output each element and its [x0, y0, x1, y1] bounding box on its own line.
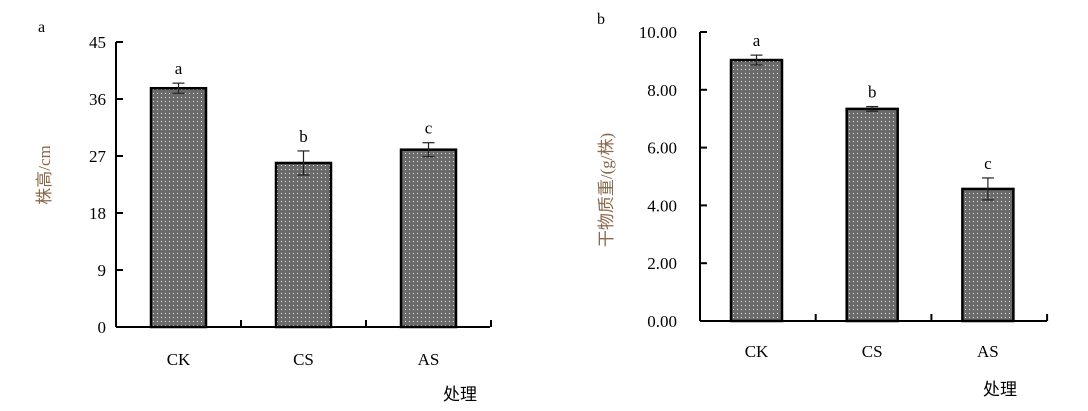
y-axis-title: 株高/cm: [35, 145, 54, 205]
x-tick-label: CK: [167, 350, 191, 369]
bar-ck: [729, 58, 784, 323]
bar-as: [961, 187, 1015, 323]
x-axis-title: 处理: [443, 385, 477, 404]
y-tick-label: 10.00: [639, 23, 677, 42]
y-tick-label: 9: [98, 261, 107, 280]
y-tick-label: 2.00: [647, 254, 677, 273]
y-tick-label: 0.00: [647, 312, 677, 331]
y-tick-label: 18: [89, 204, 106, 223]
y-tick-label: 8.00: [647, 81, 677, 100]
x-tick-label: CK: [745, 342, 769, 361]
y-tick-label: 27: [89, 147, 107, 166]
bar-cs: [845, 107, 899, 323]
x-axis-title: 处理: [983, 380, 1017, 399]
panel-label: b: [597, 11, 605, 28]
y-tick-label: 6.00: [647, 139, 677, 158]
significance-label: b: [868, 83, 877, 102]
x-tick-label: AS: [977, 342, 999, 361]
y-tick-label: 45: [89, 33, 106, 52]
x-tick-label: CS: [862, 342, 883, 361]
significance-label: c: [425, 119, 433, 138]
bar-cs: [274, 161, 333, 329]
x-tick-label: AS: [418, 350, 440, 369]
bar-ck: [149, 86, 208, 329]
y-tick-label: 0: [98, 318, 107, 337]
y-axis-title: 干物质重/(g/株): [597, 133, 616, 247]
significance-label: a: [753, 31, 761, 50]
significance-label: b: [299, 127, 308, 146]
y-tick-label: 36: [89, 90, 106, 109]
y-tick-label: 4.00: [647, 196, 677, 215]
significance-label: c: [984, 154, 992, 173]
bar-as: [399, 148, 458, 329]
panel-label: a: [38, 19, 45, 36]
significance-label: a: [175, 59, 183, 78]
x-tick-label: CS: [293, 350, 314, 369]
